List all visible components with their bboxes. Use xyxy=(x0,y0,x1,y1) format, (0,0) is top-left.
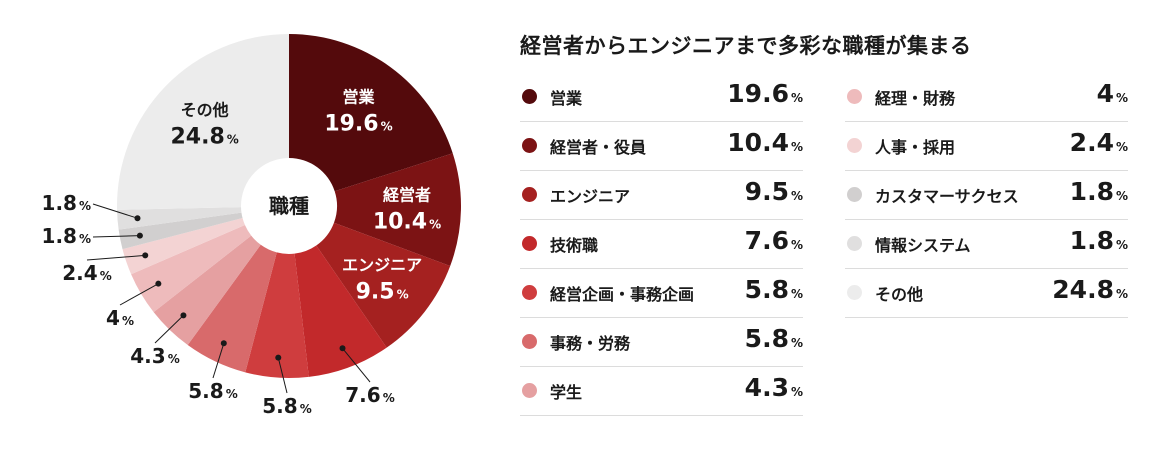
legend-value: 7.6% xyxy=(744,226,803,255)
slice-value-label: 5.8% xyxy=(188,379,237,403)
legend-value: 24.8% xyxy=(1052,275,1128,304)
legend-swatch xyxy=(522,285,537,300)
legend-title: 経営者からエンジニアまで多彩な職種が集まる xyxy=(520,34,972,58)
slice-category-label: その他 xyxy=(181,101,229,120)
legend-label: 経理・財務 xyxy=(875,89,956,108)
legend-item: 学生 4.3% xyxy=(520,367,803,416)
slice-value-label: 5.8% xyxy=(262,394,311,418)
legend-label: その他 xyxy=(875,285,924,304)
legend-item: その他 24.8% xyxy=(845,269,1128,318)
legend-value: 4% xyxy=(1096,79,1128,108)
legend-column-right: 経理・財務 4% 人事・採用 2.4% カスタマーサクセス 1.8% 情報システム 1.8% そ… xyxy=(845,73,1128,318)
legend-item: 人事・採用 2.4% xyxy=(845,122,1128,171)
pie-slice xyxy=(333,153,461,267)
legend-swatch xyxy=(522,187,537,202)
legend-value: 5.8% xyxy=(744,324,803,353)
legend-swatch xyxy=(847,89,862,104)
pie-slice xyxy=(117,207,242,230)
legend-label: 経営者・役員 xyxy=(550,138,647,157)
slice-value-label: 4% xyxy=(106,306,134,330)
legend-item: 情報システム 1.8% xyxy=(845,220,1128,269)
slice-value-label: 1.8% xyxy=(42,224,91,248)
pie-slice xyxy=(294,245,387,377)
legend-swatch xyxy=(847,236,862,251)
legend-item: 経理・財務 4% xyxy=(845,73,1128,122)
legend-item: 経営企画・事務企画 5.8% xyxy=(520,269,803,318)
legend-value: 1.8% xyxy=(1069,226,1128,255)
slice-value-label: 19.6% xyxy=(324,112,392,137)
leader-line xyxy=(92,235,140,238)
legend-swatch xyxy=(522,334,537,349)
slice-category-label: 営業 xyxy=(342,88,375,107)
legend-swatch xyxy=(522,138,537,153)
pie-slice xyxy=(118,212,243,250)
slice-value-label: 7.6% xyxy=(345,383,394,407)
donut-hole xyxy=(242,159,336,253)
slice-category-label: 経営者 xyxy=(383,186,431,205)
legend-value: 4.3% xyxy=(744,373,803,402)
legend-label: 営業 xyxy=(550,89,583,108)
legend-label: 経営企画・事務企画 xyxy=(550,285,695,304)
legend-swatch xyxy=(522,89,537,104)
legend-swatch xyxy=(847,138,862,153)
legend-label: 事務・労務 xyxy=(550,334,631,353)
slice-value-label: 1.8% xyxy=(42,191,91,215)
legend-column-left: 営業 19.6% 経営者・役員 10.4% エンジニア 9.5% 技術職 7.6% 経営企画・事… xyxy=(520,73,803,416)
legend-swatch xyxy=(522,383,537,398)
legend-swatch xyxy=(847,187,862,202)
pie-slice xyxy=(122,218,245,275)
pie-slice xyxy=(316,222,451,348)
legend-item: 経営者・役員 10.4% xyxy=(520,122,803,171)
legend-label: エンジニア xyxy=(550,187,631,206)
pie-slice xyxy=(289,34,453,192)
pie-slice xyxy=(117,34,289,210)
legend-value: 2.4% xyxy=(1069,128,1128,157)
legend-swatch xyxy=(847,285,862,300)
center-label: 職種 xyxy=(269,194,309,218)
legend-label: 技術職 xyxy=(550,236,599,255)
pie-slice xyxy=(131,225,252,313)
legend-value: 1.8% xyxy=(1069,177,1128,206)
legend-value: 10.4% xyxy=(727,128,803,157)
pie-slice xyxy=(245,252,309,378)
legend-value: 5.8% xyxy=(744,275,803,304)
leader-line xyxy=(119,283,159,306)
legend-label: 人事・採用 xyxy=(875,138,956,157)
legend-item: 営業 19.6% xyxy=(520,73,803,122)
legend-item: 事務・労務 5.8% xyxy=(520,318,803,367)
slice-category-label: エンジニア xyxy=(342,256,422,275)
pie-slice xyxy=(187,244,277,373)
legend-label: 情報システム xyxy=(875,236,971,255)
leader-line xyxy=(212,343,225,379)
leader-line xyxy=(86,254,146,261)
legend-item: エンジニア 9.5% xyxy=(520,171,803,220)
legend-value: 19.6% xyxy=(727,79,803,108)
leader-line xyxy=(277,357,288,394)
slice-value-label: 4.3% xyxy=(130,344,179,368)
legend-item: カスタマーサクセス 1.8% xyxy=(845,171,1128,220)
legend-value: 9.5% xyxy=(744,177,803,206)
legend-label: 学生 xyxy=(550,383,583,402)
slice-value-label: 2.4% xyxy=(62,261,111,285)
legend-label: カスタマーサクセス xyxy=(875,187,1019,206)
legend-swatch xyxy=(522,236,537,251)
leader-line xyxy=(342,347,371,383)
leader-line xyxy=(92,203,138,219)
legend-item: 技術職 7.6% xyxy=(520,220,803,269)
leader-line xyxy=(154,315,184,344)
